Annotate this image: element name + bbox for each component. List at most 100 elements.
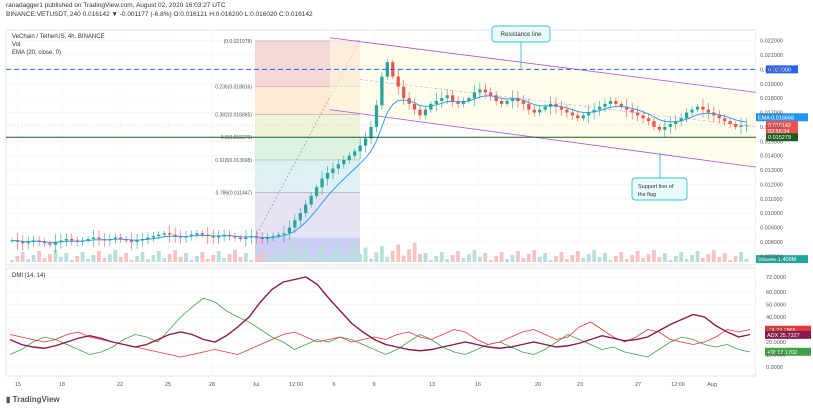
volume-bar (526, 254, 531, 262)
channel-upper (329, 37, 757, 93)
volume-bar (603, 253, 607, 262)
candle-body (456, 101, 460, 104)
volume-bar (477, 257, 482, 262)
fib-zone (255, 114, 360, 138)
volume-bar (276, 251, 281, 262)
price-badge (766, 127, 798, 136)
x-tick-label: Aug (707, 382, 717, 388)
volume-bar (282, 255, 286, 262)
candle-body (587, 112, 591, 116)
volume-bar (690, 255, 694, 262)
price-tick-label: 0.012000 (760, 182, 783, 188)
dmi-tick-label: 40.0000 (766, 315, 786, 321)
volume-bar (532, 250, 537, 262)
volume-bar (423, 253, 428, 262)
volume-bar (260, 252, 265, 262)
brand-text: TradingView (12, 395, 60, 404)
candle-body (679, 118, 683, 122)
candle-body (70, 239, 74, 241)
volume-bar (652, 250, 656, 262)
candle-body (385, 62, 389, 77)
candle-body (527, 103, 531, 110)
volume-bar (184, 253, 188, 262)
volume-bar (26, 259, 31, 262)
volume-bar (113, 250, 118, 262)
volume-bar (233, 250, 237, 262)
support-callout-text: Support line of (638, 184, 674, 190)
tradingview-logo[interactable]: ▮ TradingView (6, 395, 60, 404)
price-badge (766, 133, 798, 142)
support-callout-text: the flag (638, 192, 656, 198)
candle-body (380, 76, 384, 106)
volume-bar (358, 254, 363, 262)
candle-body (287, 227, 292, 234)
volume-bar (613, 256, 618, 262)
candle-body (293, 220, 297, 228)
candle-body (331, 168, 335, 173)
volume-bar (118, 257, 123, 262)
volume-bar (325, 257, 330, 262)
volume-bar (58, 257, 63, 262)
candle-body (59, 240, 63, 242)
candle-body (423, 109, 428, 116)
candle-body (461, 101, 466, 104)
dmi-label: DMI (14, 14) (12, 273, 45, 279)
price-tick-label: 0.019000 (760, 82, 783, 88)
x-tick-label: 12:00 (671, 382, 685, 388)
price-tick-label: 0.008000 (760, 240, 783, 246)
price-tick-label: 0.013000 (760, 168, 783, 174)
volume-bar (407, 249, 412, 262)
candle-body (472, 92, 477, 99)
price-tick-label: 0.021000 (760, 53, 783, 59)
volume-bar (706, 254, 711, 262)
candle-body (723, 118, 727, 122)
candle-body (42, 241, 47, 244)
dmi-badge-label: -DI 29.7865 (767, 328, 796, 334)
candle-body (559, 106, 564, 110)
volume-bar (537, 257, 542, 262)
price-tick-label: 0.010000 (760, 211, 783, 217)
volume-bar (396, 244, 401, 262)
volume-bar (739, 252, 743, 262)
candle-body (619, 103, 623, 107)
price-tick-label: 0.015000 (760, 139, 783, 145)
candle-body (641, 115, 645, 119)
candle-body (320, 178, 324, 188)
candle-body (646, 118, 651, 122)
price-badge (756, 255, 808, 264)
candle-body (597, 106, 602, 110)
dmi-badge (765, 347, 811, 356)
candle-body (260, 237, 264, 239)
fib-label: 0.382(0.016865) (215, 112, 252, 118)
x-tick-label: 6 (332, 382, 335, 388)
volume-bar (91, 255, 96, 262)
volume-bar (31, 255, 36, 262)
x-tick-label: 12:00 (289, 382, 303, 388)
volume-bar (48, 254, 52, 262)
volume-bar (69, 260, 74, 262)
candle-body (314, 187, 319, 196)
dmi-badge (765, 325, 811, 334)
volume-bar (287, 249, 292, 262)
candle-body (565, 109, 569, 113)
volume-bar (505, 259, 509, 262)
x-tick-label: Jul (252, 382, 259, 388)
volume-bar (722, 253, 727, 262)
volume-bar (102, 258, 107, 262)
volume-bar (135, 256, 139, 262)
volume-bar (205, 259, 210, 262)
fib-zone (255, 192, 360, 238)
fib-label: 0.786(0.011447) (216, 190, 253, 196)
volume-bar (15, 256, 20, 262)
volume-bar (390, 250, 395, 262)
candle-body (652, 121, 656, 127)
volume-bar (309, 258, 314, 262)
volume-bar (298, 254, 303, 262)
candle-body (298, 213, 302, 221)
volume-bar (472, 250, 477, 262)
axes: 0.022000 0.021000 0.020000 0.019000 0.018000… (15, 39, 786, 388)
volume-bar (521, 258, 526, 262)
candle-body (135, 240, 139, 242)
